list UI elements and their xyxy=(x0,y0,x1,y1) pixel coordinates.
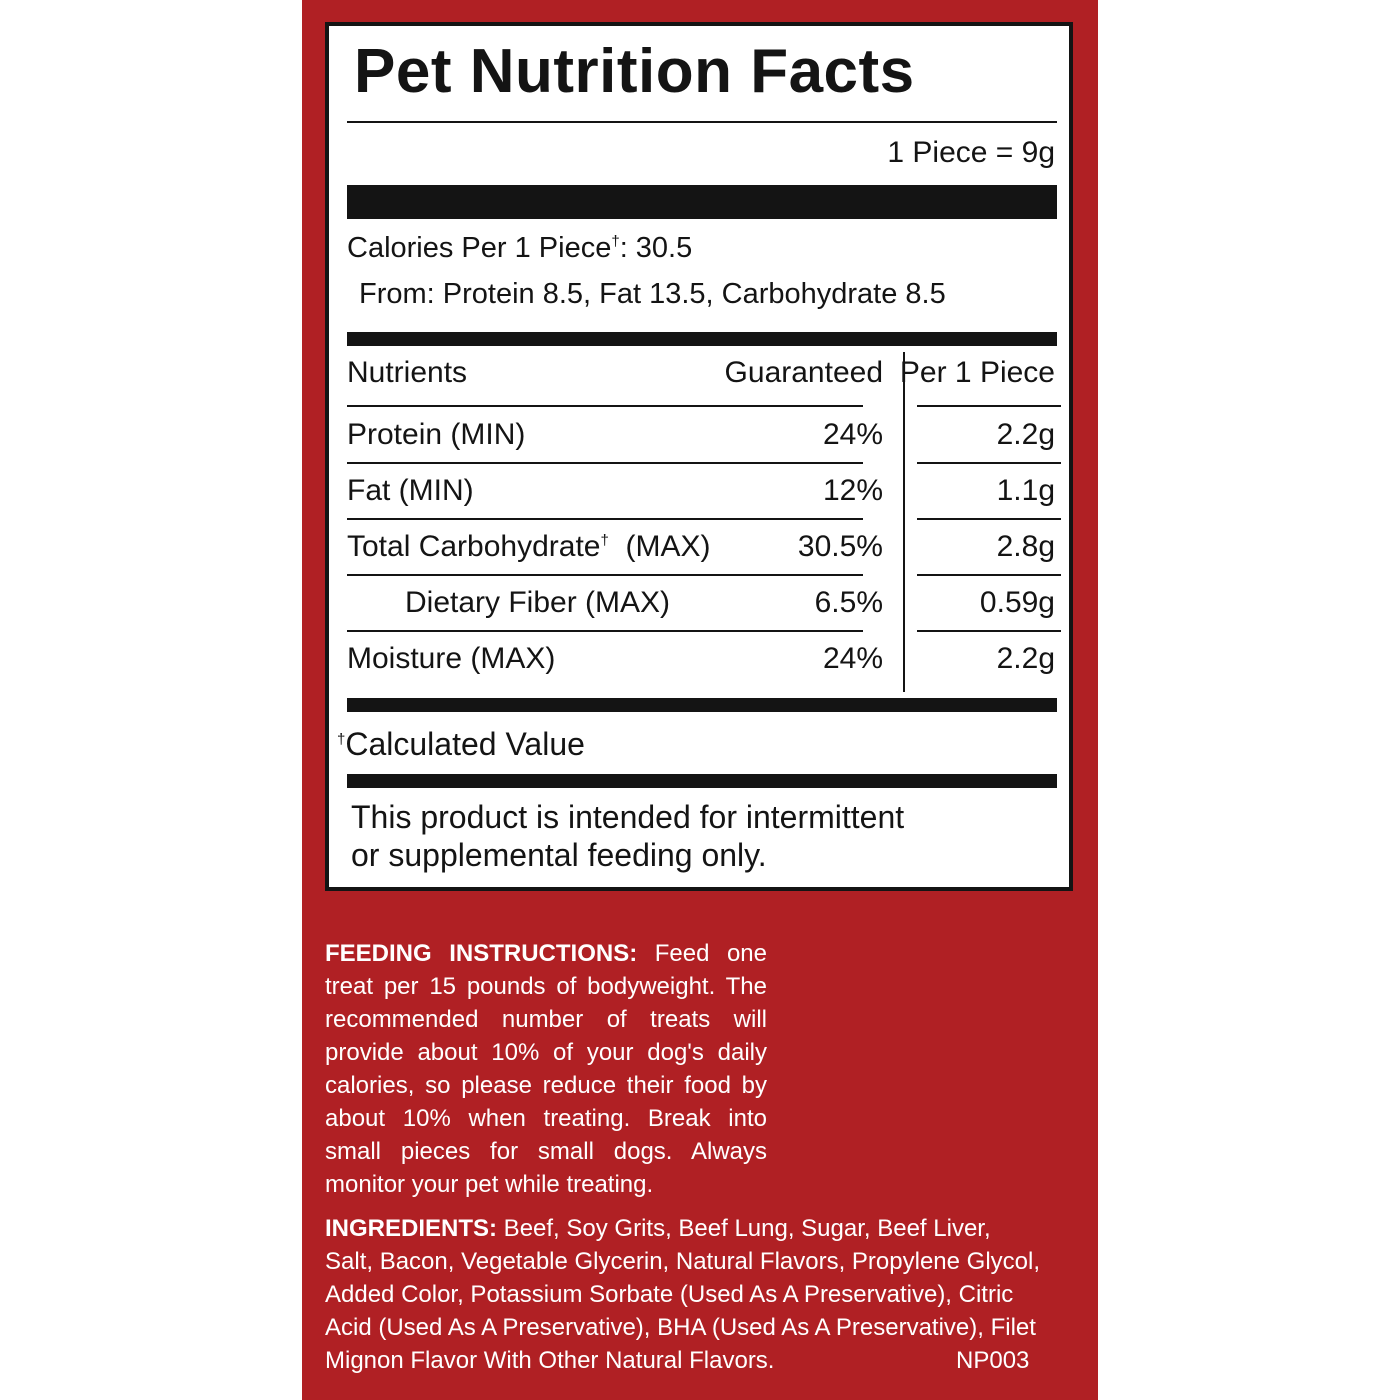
header-line-right xyxy=(917,405,1061,407)
intended-use-statement: This product is intended for intermitten… xyxy=(351,798,1051,874)
calories-dagger: † xyxy=(611,233,620,250)
row-line-right xyxy=(917,462,1061,464)
nutrient-name: Moisture (MAX) xyxy=(347,642,556,675)
nutrient-name-text: Total Carbohydrate xyxy=(347,530,601,563)
calc-dagger: † xyxy=(337,731,346,748)
row-line-left xyxy=(347,462,863,464)
calculated-value-note: †Calculated Value xyxy=(337,726,585,763)
carb-dagger: † xyxy=(600,532,609,549)
header-line-left xyxy=(347,405,863,407)
feeding-text: Feed one treat per 15 pounds of bodyweig… xyxy=(325,940,767,1198)
row-line-right xyxy=(917,574,1061,576)
intended-line-2: or supplemental feeding only. xyxy=(351,837,767,873)
nutrient-row: Total Carbohydrate† (MAX) 30.5% 2.8g xyxy=(329,520,1069,576)
nutrient-qualifier: (MAX) xyxy=(608,530,711,563)
header-nutrients: Nutrients xyxy=(347,356,468,389)
calories-from: From: Protein 8.5, Fat 13.5, Carbohydrat… xyxy=(359,278,946,310)
nutrient-guaranteed: 24% xyxy=(822,418,883,451)
title-rule xyxy=(347,121,1057,123)
nutrient-guaranteed: 6.5% xyxy=(814,586,883,619)
feeding-instructions: FEEDING INSTRUCTIONS: Feed one treat per… xyxy=(325,937,767,1201)
ingredients-text: Beef, Soy Grits, Beef Lung, Sugar, Beef … xyxy=(325,1215,1041,1374)
intended-line-1: This product is intended for intermitten… xyxy=(351,799,905,835)
nutrient-per-piece: 2.2g xyxy=(996,418,1055,451)
thick-bar-top xyxy=(347,185,1057,219)
ingredients-heading: INGREDIENTS: xyxy=(325,1215,498,1242)
row-line-left xyxy=(347,630,863,632)
header-per-piece: Per 1 Piece xyxy=(899,356,1055,389)
nutrient-guaranteed: 24% xyxy=(822,642,883,675)
column-divider xyxy=(903,352,905,692)
calories-prefix: Calories Per 1 Piece xyxy=(347,232,612,264)
calories-value: : 30.5 xyxy=(619,232,693,264)
serving-size: 1 Piece = 9g xyxy=(887,136,1055,169)
facts-title: Pet Nutrition Facts xyxy=(354,37,915,106)
calc-note-text: Calculated Value xyxy=(345,726,585,762)
calories-line: Calories Per 1 Piece†: 30.5 xyxy=(347,232,692,265)
nutrient-per-piece: 2.8g xyxy=(996,530,1055,563)
nutrient-name: Dietary Fiber (MAX) xyxy=(405,586,671,619)
nutrient-guaranteed: 12% xyxy=(822,474,883,507)
nutrient-per-piece: 0.59g xyxy=(979,586,1055,619)
nutrition-facts-label: Pet Nutrition Facts 1 Piece = 9g Calorie… xyxy=(325,22,1073,891)
nutrient-name: Total Carbohydrate† (MAX) xyxy=(347,530,711,564)
nutrient-row: Fat (MIN) 12% 1.1g xyxy=(329,464,1069,520)
nutrient-row: Dietary Fiber (MAX) 6.5% 0.59g xyxy=(329,576,1069,632)
nutrient-row: Moisture (MAX) 24% 2.2g xyxy=(329,632,1069,688)
feeding-heading: FEEDING INSTRUCTIONS: xyxy=(325,940,638,967)
row-line-left xyxy=(347,574,863,576)
nutrient-name: Protein (MIN) xyxy=(347,418,526,451)
row-line-right xyxy=(917,518,1061,520)
nutrient-guaranteed: 30.5% xyxy=(797,530,883,563)
product-code: NP003 xyxy=(956,1347,1030,1374)
nutrient-name: Fat (MIN) xyxy=(347,474,474,507)
nutrient-per-piece: 1.1g xyxy=(996,474,1055,507)
nutrient-row: Protein (MIN) 24% 2.2g xyxy=(329,408,1069,464)
row-line-left xyxy=(347,518,863,520)
ingredients-list: INGREDIENTS: Beef, Soy Grits, Beef Lung,… xyxy=(325,1212,1045,1377)
table-bottom-bar xyxy=(347,698,1057,712)
note-bar xyxy=(347,774,1057,788)
header-guaranteed: Guaranteed xyxy=(724,356,883,389)
calories-bar xyxy=(347,332,1057,346)
nutrient-per-piece: 2.2g xyxy=(996,642,1055,675)
row-line-right xyxy=(917,630,1061,632)
